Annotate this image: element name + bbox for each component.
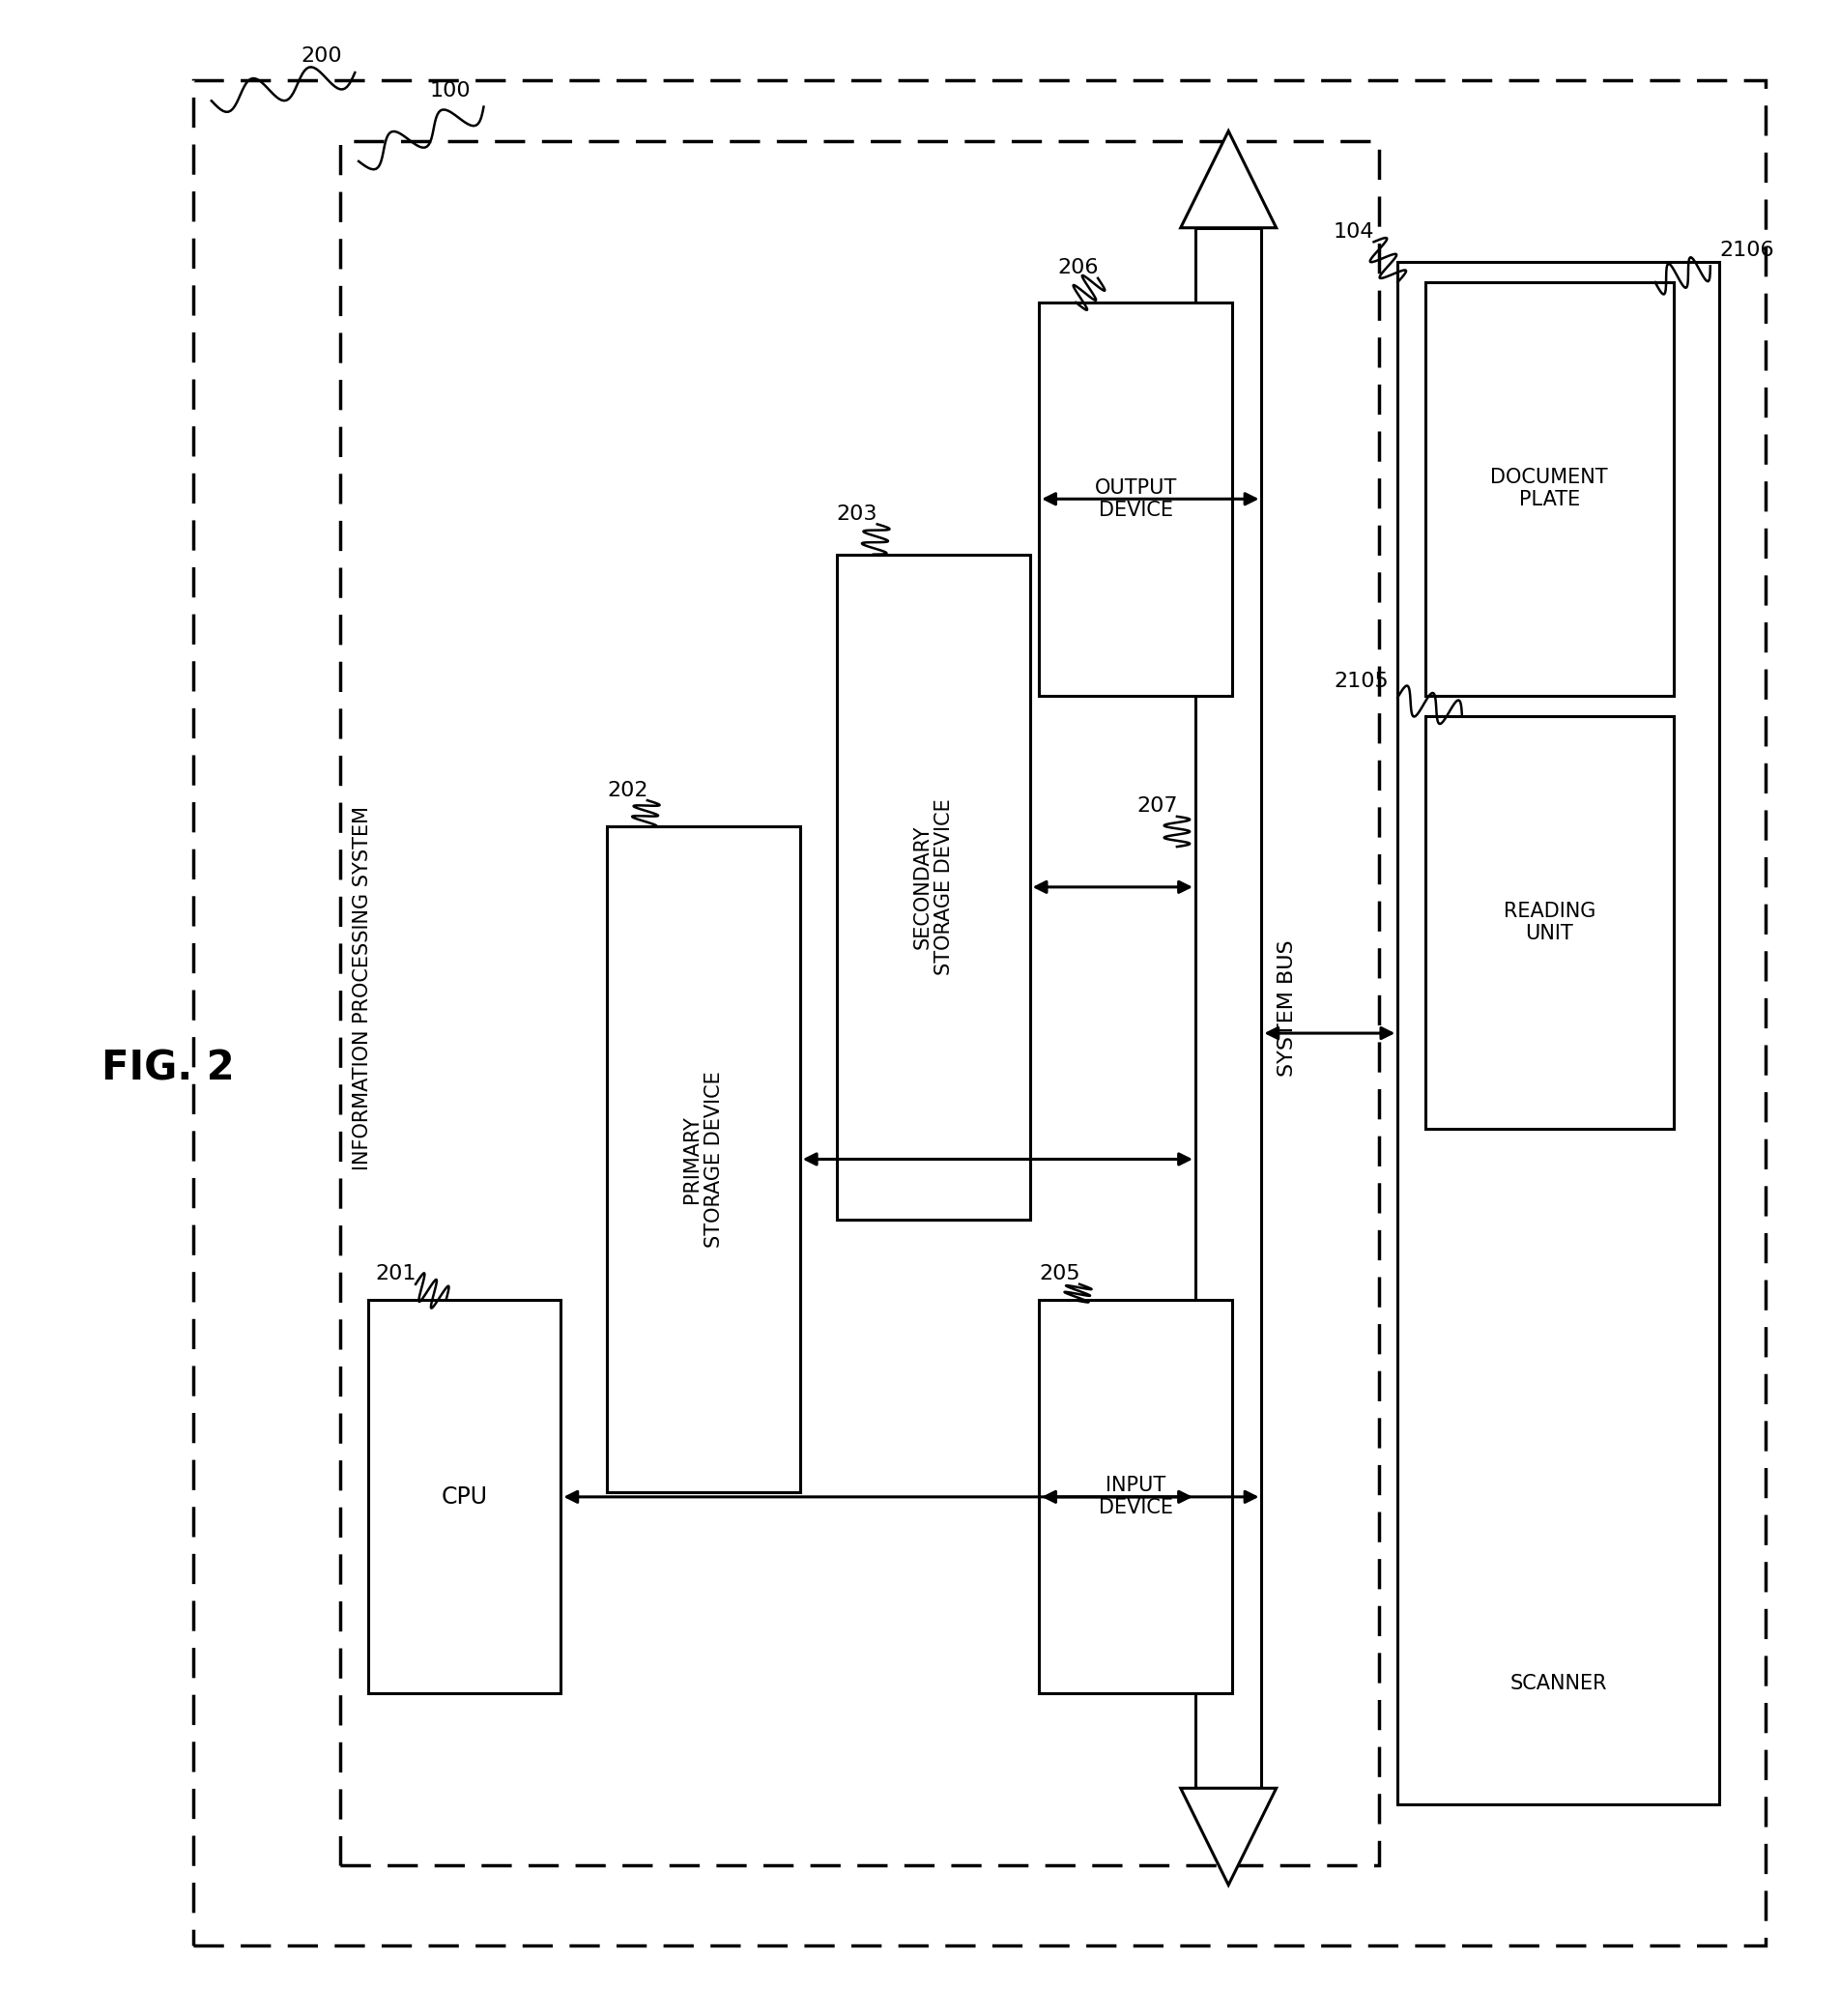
Text: PRIMARY
STORAGE DEVICE: PRIMARY STORAGE DEVICE bbox=[682, 1070, 725, 1248]
Bar bbox=[837, 554, 1030, 1220]
Bar bbox=[1039, 1300, 1232, 1693]
Text: 2105: 2105 bbox=[1333, 671, 1388, 691]
Text: CPU: CPU bbox=[441, 1486, 487, 1508]
Text: 104: 104 bbox=[1333, 222, 1374, 242]
Bar bbox=[1425, 282, 1673, 696]
Polygon shape bbox=[1181, 1788, 1276, 1885]
Polygon shape bbox=[1181, 131, 1276, 228]
Bar bbox=[1398, 262, 1719, 1804]
Text: SCANNER: SCANNER bbox=[1510, 1673, 1607, 1693]
Bar bbox=[368, 1300, 561, 1693]
Text: 206: 206 bbox=[1057, 258, 1098, 278]
Text: SECONDARY
STORAGE DEVICE: SECONDARY STORAGE DEVICE bbox=[912, 798, 954, 976]
Bar bbox=[607, 827, 800, 1492]
Text: 201: 201 bbox=[375, 1264, 416, 1284]
Text: 207: 207 bbox=[1137, 796, 1177, 816]
Text: 205: 205 bbox=[1039, 1264, 1079, 1284]
Text: 202: 202 bbox=[607, 780, 647, 800]
Text: 100: 100 bbox=[430, 81, 471, 101]
Text: DOCUMENT
PLATE: DOCUMENT PLATE bbox=[1491, 468, 1607, 510]
Text: SYSTEM BUS: SYSTEM BUS bbox=[1278, 939, 1296, 1077]
Text: 203: 203 bbox=[837, 504, 877, 524]
Text: 200: 200 bbox=[302, 46, 342, 67]
Bar bbox=[193, 81, 1765, 1945]
Bar bbox=[1039, 302, 1232, 696]
Text: INFORMATION PROCESSING SYSTEM: INFORMATION PROCESSING SYSTEM bbox=[353, 806, 371, 1169]
Text: READING
UNIT: READING UNIT bbox=[1502, 901, 1596, 943]
Bar bbox=[340, 141, 1379, 1865]
Text: OUTPUT
DEVICE: OUTPUT DEVICE bbox=[1094, 478, 1177, 520]
Text: FIG. 2: FIG. 2 bbox=[101, 1048, 234, 1089]
Bar bbox=[1425, 716, 1673, 1129]
Bar bbox=[1195, 228, 1262, 1788]
Text: 2106: 2106 bbox=[1719, 240, 1775, 260]
Text: INPUT
DEVICE: INPUT DEVICE bbox=[1098, 1476, 1173, 1518]
